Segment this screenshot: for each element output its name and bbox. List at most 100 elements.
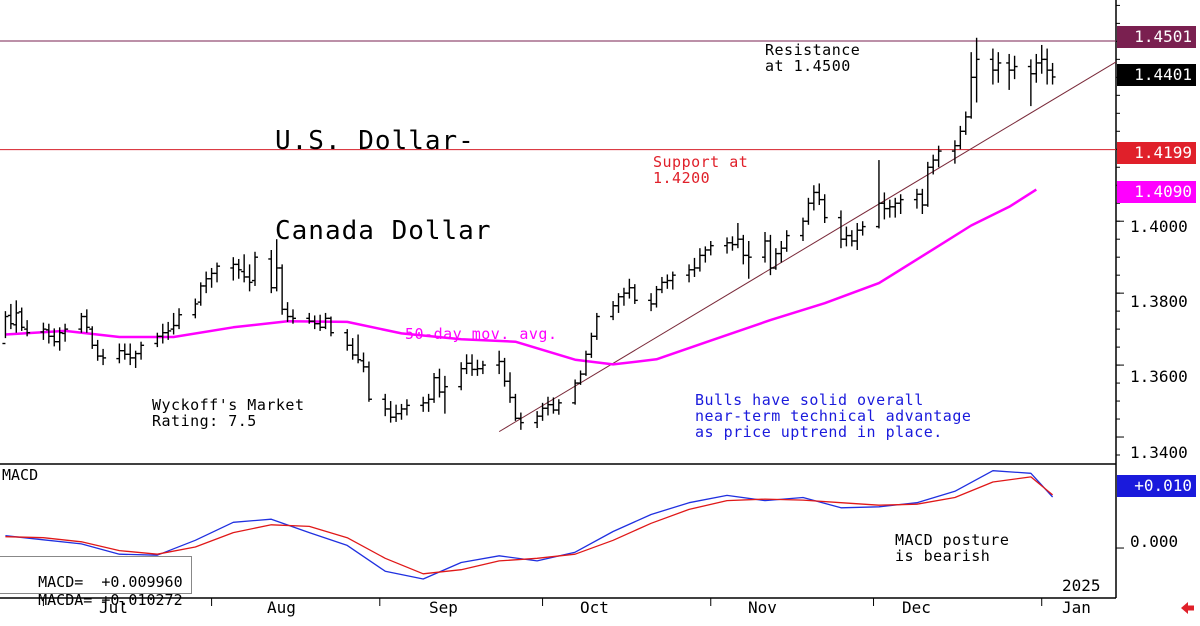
ohlc-bar — [648, 293, 655, 312]
moving-average-label: 50-day mov. avg. — [405, 325, 558, 343]
ohlc-bar — [669, 271, 676, 290]
ohlc-bar — [1033, 53, 1040, 83]
ohlc-bar — [197, 282, 204, 306]
macd-y-tick-label: 0.000 — [1130, 532, 1179, 551]
ohlc-bar — [463, 354, 470, 375]
bulls-annotation: Bulls have solid overall near-term techn… — [695, 391, 972, 441]
ohlc-bar — [973, 37, 980, 103]
ohlc-bar — [724, 237, 731, 254]
ohlc-bar — [1011, 55, 1018, 80]
ohlc-bar — [165, 321, 172, 340]
wyckoff-rating: Wyckoff's Market Rating: 7.5 — [152, 396, 305, 430]
ohlc-bar — [875, 160, 882, 229]
ohlc-bar — [349, 338, 356, 360]
ohlc-bar — [479, 360, 486, 375]
ohlc-bar — [691, 257, 698, 277]
ohlc-bar — [387, 401, 394, 423]
x-month-label: Jan — [1062, 598, 1091, 617]
ohlc-bar — [919, 188, 926, 215]
ohlc-bar — [40, 322, 47, 340]
ohlc-bar — [230, 257, 237, 281]
ohlc-bar — [235, 258, 242, 279]
ohlc-bar — [382, 393, 389, 417]
ohlc-bar — [610, 301, 617, 321]
moving-average-line — [5, 188, 1037, 366]
left-arrow-icon[interactable] — [1181, 600, 1195, 614]
y-tick-label: 1.3800 — [1130, 292, 1188, 311]
ohlc-bar — [1038, 44, 1045, 74]
ohlc-bar — [327, 316, 334, 337]
ohlc-bar — [859, 221, 866, 236]
ohlc-bar — [555, 399, 562, 415]
chart-title-line-1: U.S. Dollar- — [275, 126, 475, 156]
ohlc-bar — [729, 236, 736, 251]
ohlc-bar — [100, 348, 107, 366]
macd-readout-value: +0.009960 — [101, 573, 183, 591]
ohlc-bar — [762, 232, 769, 263]
ohlc-bar — [18, 307, 25, 331]
price-tag-moving-average: 1.4090 — [1117, 181, 1196, 203]
ohlc-bar — [582, 350, 589, 376]
ohlc-bar — [783, 230, 790, 252]
ohlc-bar — [62, 323, 69, 342]
x-month-label: Jul — [99, 598, 128, 617]
ohlc-bar — [577, 370, 584, 385]
ohlc-bar — [702, 246, 709, 263]
ohlc-bar — [539, 402, 546, 421]
ohlc-bar — [995, 52, 1002, 83]
ohlc-bar — [588, 332, 595, 358]
macda-readout: MACDA= +0.010272 — [2, 575, 183, 626]
ohlc-bar — [431, 372, 438, 403]
price-tag-support: 1.4199 — [1117, 142, 1196, 164]
x-month-label: Oct — [580, 598, 609, 617]
macd-posture-annotation: MACD posture is bearish — [895, 531, 1010, 565]
ohlc-bar — [132, 350, 139, 368]
ohlc-bar — [935, 145, 942, 168]
ohlc-bar — [843, 226, 850, 247]
support-annotation: Support at 1.4200 — [653, 153, 749, 187]
ohlc-bar — [192, 298, 199, 319]
ohlc-bar — [436, 368, 443, 398]
ohlc-bar — [707, 240, 714, 256]
ohlc-bar — [740, 234, 747, 265]
ohlc-bar — [496, 350, 503, 375]
ohlc-bar — [734, 223, 741, 249]
macd-readout-label: MACD= — [38, 573, 84, 591]
ohlc-bar — [268, 249, 275, 294]
ohlc-bar — [989, 48, 996, 85]
ohlc-bar — [154, 332, 161, 348]
ohlc-bar — [241, 254, 248, 283]
ohlc-bar — [94, 339, 101, 361]
ohlc-bar — [474, 359, 481, 376]
ohlc-bar — [121, 343, 128, 360]
ohlc-bar — [393, 404, 400, 422]
ohlc-bar — [615, 293, 622, 313]
y-tick-label: 1.3600 — [1130, 367, 1188, 386]
ohlc-bar — [2, 311, 9, 345]
ohlc-bar — [45, 323, 52, 344]
ohlc-bar — [214, 262, 221, 283]
year-label: 2025 — [1062, 576, 1101, 595]
macd-value-tag: +0.010 — [1117, 475, 1196, 497]
ohlc-bar — [512, 393, 519, 421]
ohlc-bar — [398, 403, 405, 420]
ohlc-bar — [658, 276, 665, 294]
ohlc-bar — [897, 194, 904, 215]
ohlc-bar — [425, 393, 432, 412]
y-tick-label: 1.4000 — [1130, 217, 1188, 236]
ohlc-bar — [816, 183, 823, 206]
macd-signal-line — [5, 476, 1054, 575]
ohlc-bar — [127, 343, 134, 366]
ohlc-bar — [1027, 59, 1034, 107]
ohlc-bar — [924, 161, 931, 207]
ohlc-bar — [1044, 48, 1051, 85]
ohlc-bar — [89, 326, 96, 349]
price-tag-last: 1.4401 — [1117, 64, 1196, 86]
macd-readout: MACD= +0.009960 — [2, 557, 183, 608]
ohlc-bar — [56, 327, 63, 351]
ohlc-bar — [208, 267, 215, 288]
ohlc-bar — [848, 230, 855, 247]
ohlc-bar — [778, 240, 785, 263]
price-tag-resistance: 1.4501 — [1117, 26, 1196, 48]
ohlc-bar — [501, 357, 508, 387]
